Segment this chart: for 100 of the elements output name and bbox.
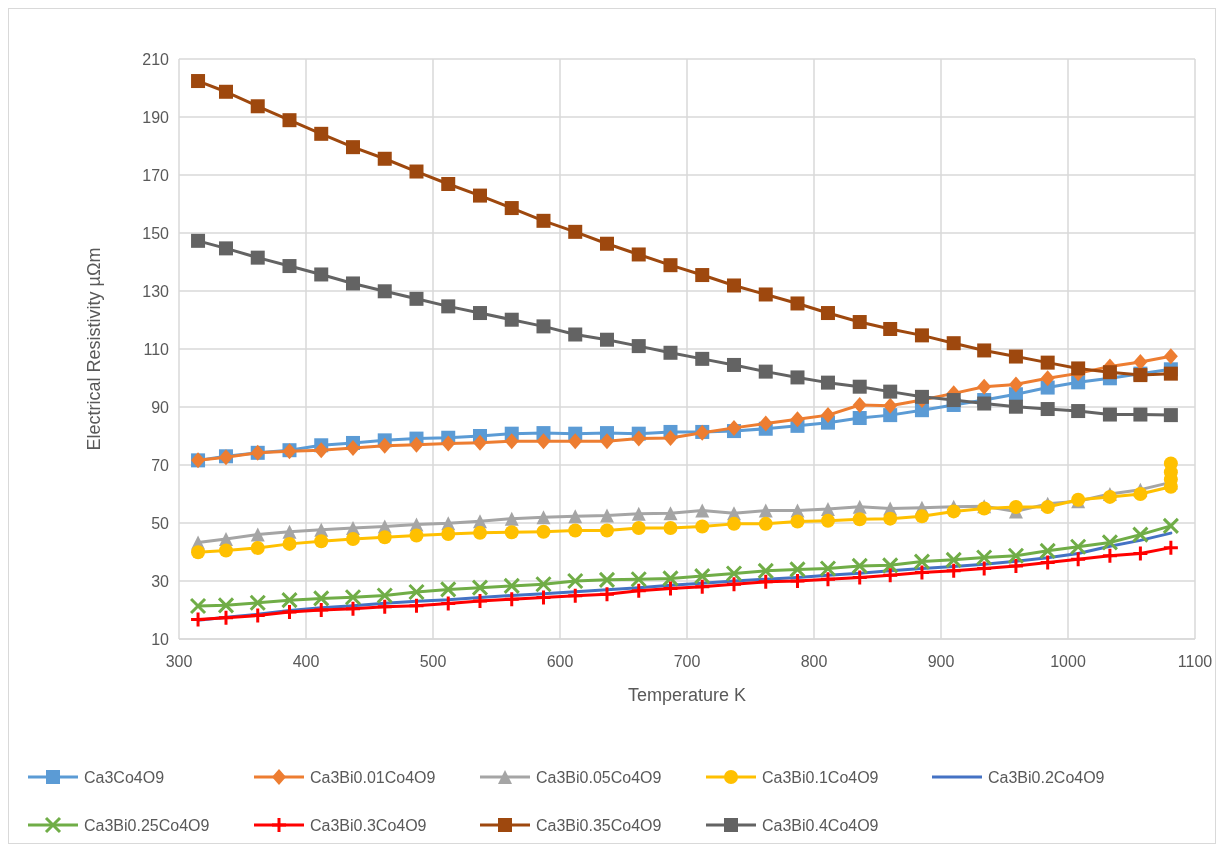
point xyxy=(536,319,551,334)
point xyxy=(1040,500,1055,515)
point xyxy=(471,592,489,610)
point xyxy=(282,113,297,128)
point xyxy=(314,442,329,459)
point xyxy=(663,430,678,447)
point xyxy=(250,540,265,555)
point xyxy=(883,384,898,399)
point xyxy=(1163,366,1178,381)
point xyxy=(536,524,551,539)
point xyxy=(534,589,552,607)
point xyxy=(883,321,898,336)
point xyxy=(345,439,360,456)
point xyxy=(568,509,583,524)
point xyxy=(1069,538,1087,556)
legend-label: Ca3Bi0.05Co4O9 xyxy=(536,768,662,786)
point xyxy=(631,506,646,521)
point xyxy=(472,434,487,451)
point xyxy=(376,598,394,616)
point xyxy=(441,176,456,191)
point xyxy=(312,589,330,607)
point xyxy=(913,553,931,571)
point xyxy=(345,140,360,155)
point xyxy=(504,511,519,526)
point xyxy=(536,433,551,450)
point xyxy=(790,296,805,311)
x-tick-label: 700 xyxy=(673,653,701,670)
point xyxy=(1040,370,1055,387)
point xyxy=(344,600,362,618)
point xyxy=(631,430,646,447)
point xyxy=(758,516,773,531)
x-tick-label: 500 xyxy=(419,653,447,670)
x-tick-label: 600 xyxy=(546,653,574,670)
y-tick-label: 210 xyxy=(142,50,170,68)
legend-label: Ca3Bi0.35Co4O9 xyxy=(536,816,662,834)
point xyxy=(945,551,963,569)
point xyxy=(881,566,899,584)
point xyxy=(661,580,679,598)
point xyxy=(726,419,741,436)
point xyxy=(377,530,392,545)
x-tick-label: 400 xyxy=(292,653,320,670)
point xyxy=(819,570,837,588)
legend-label: Ca3Bi0.2Co4O9 xyxy=(988,768,1105,786)
point xyxy=(280,603,298,621)
point xyxy=(1102,365,1117,380)
point xyxy=(345,276,360,291)
point xyxy=(314,126,329,141)
point xyxy=(217,596,235,614)
point xyxy=(820,306,835,321)
point xyxy=(409,436,424,453)
point xyxy=(881,556,899,574)
point xyxy=(377,284,392,299)
point xyxy=(407,597,425,615)
point xyxy=(757,562,775,580)
point xyxy=(663,258,678,273)
point xyxy=(914,509,929,524)
point xyxy=(1008,500,1023,515)
y-tick-label: 30 xyxy=(151,572,170,590)
point xyxy=(1008,376,1023,393)
point xyxy=(1039,553,1057,571)
legend-label: Ca3Bi0.4Co4O9 xyxy=(762,816,879,834)
point xyxy=(472,306,487,321)
point xyxy=(788,572,806,590)
y-tick-label: 130 xyxy=(142,282,170,300)
point xyxy=(536,213,551,228)
point xyxy=(790,370,805,385)
point xyxy=(1008,349,1023,364)
point xyxy=(1040,402,1055,417)
point xyxy=(568,327,583,342)
point xyxy=(599,523,614,538)
point xyxy=(663,506,678,521)
point xyxy=(218,241,233,256)
point xyxy=(217,609,235,627)
point xyxy=(758,503,773,518)
point xyxy=(1071,404,1086,419)
point xyxy=(250,99,265,114)
point xyxy=(504,433,519,450)
point xyxy=(1133,487,1148,501)
y-axis-title: Electrical Resistivity µΩm xyxy=(84,247,104,451)
point xyxy=(472,525,487,540)
point xyxy=(218,543,233,558)
point xyxy=(977,343,992,358)
point xyxy=(191,74,206,89)
point xyxy=(975,549,993,567)
legend-label: Ca3Co4O9 xyxy=(84,768,165,786)
point xyxy=(693,567,711,585)
point xyxy=(725,564,743,582)
point xyxy=(631,247,646,262)
point xyxy=(695,503,710,518)
point xyxy=(913,564,931,582)
point xyxy=(536,510,551,525)
point xyxy=(1071,361,1086,376)
point xyxy=(788,560,806,578)
point xyxy=(1101,547,1119,565)
point xyxy=(1162,539,1180,557)
point xyxy=(852,379,867,394)
legend-label: Ca3Bi0.3Co4O9 xyxy=(310,816,427,834)
point xyxy=(409,164,424,179)
point xyxy=(250,250,265,265)
point xyxy=(218,84,233,99)
